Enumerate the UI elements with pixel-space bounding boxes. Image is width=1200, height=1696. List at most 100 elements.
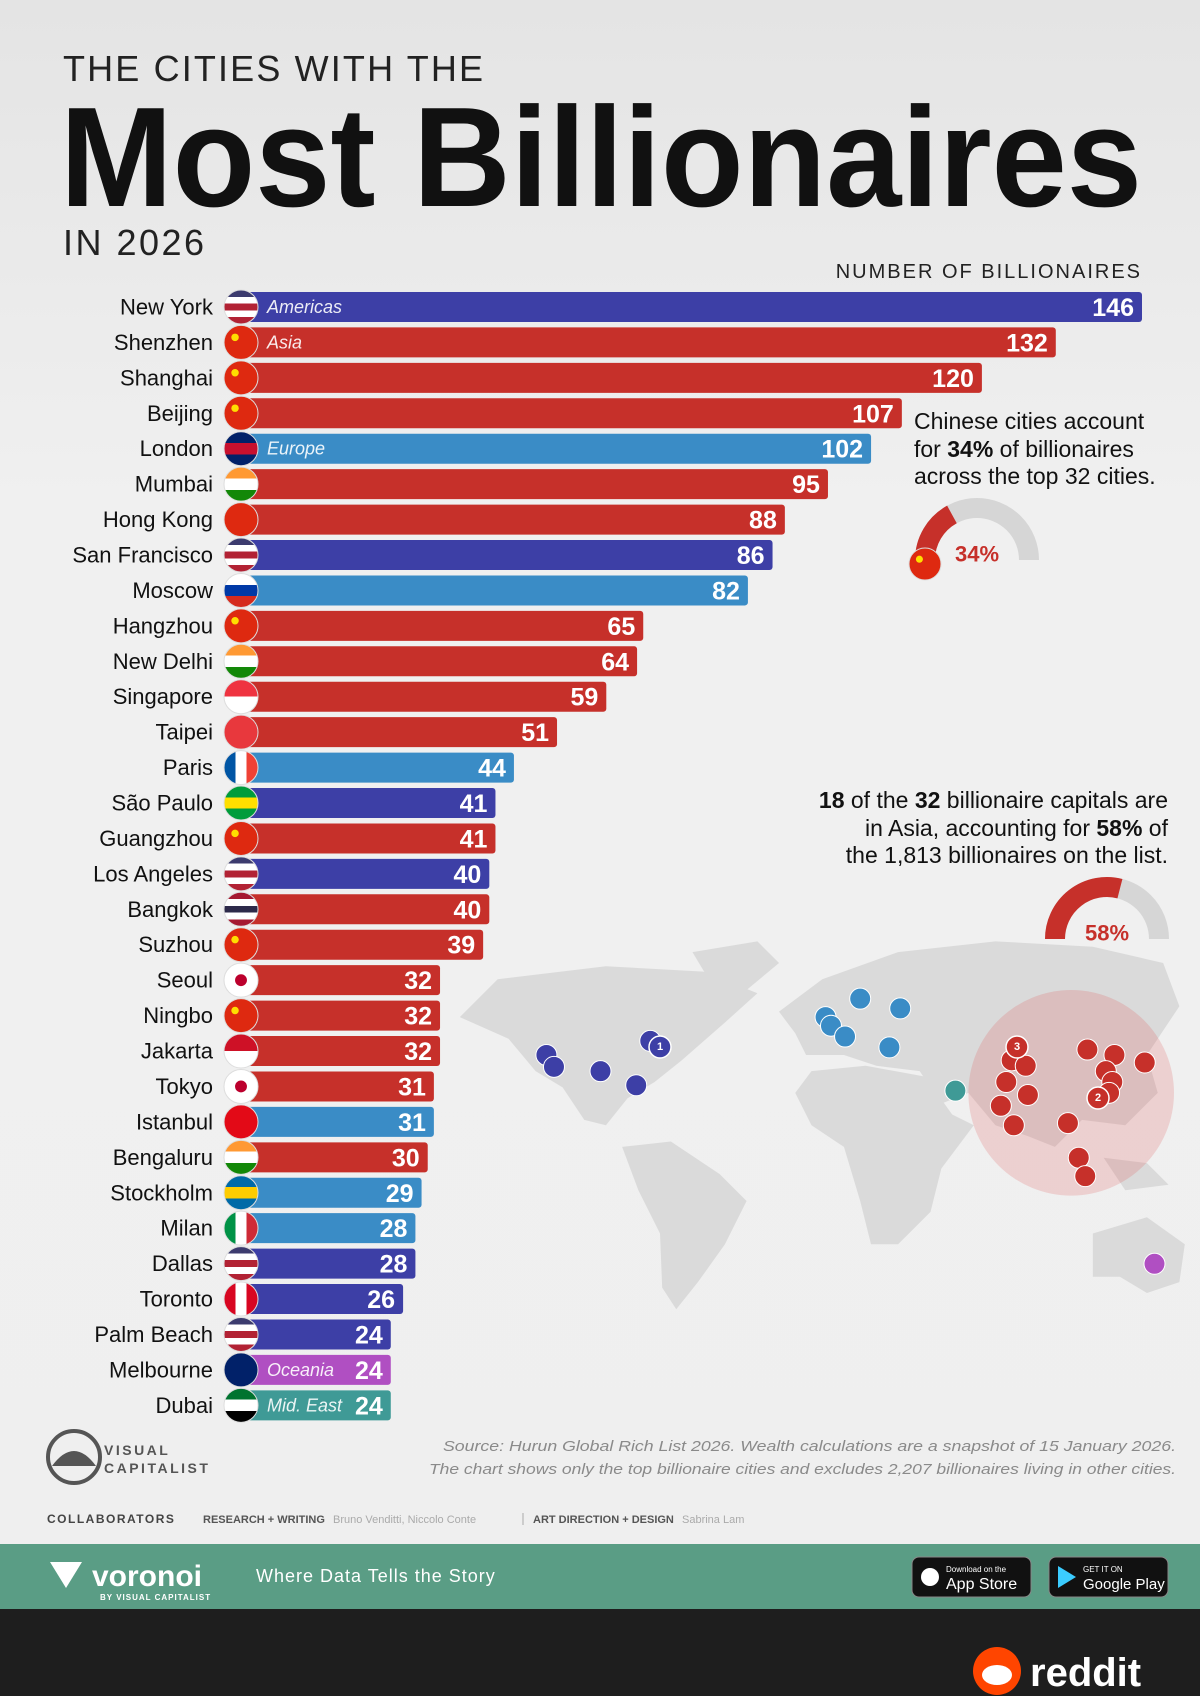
category-label: Ningbo bbox=[143, 1003, 213, 1028]
annotation-text: of billionaires bbox=[993, 435, 1134, 462]
bar bbox=[243, 929, 484, 960]
flag bbox=[223, 856, 259, 892]
world-map bbox=[459, 941, 1185, 1310]
app-big: App Store bbox=[946, 1576, 1017, 1593]
flag bbox=[223, 998, 259, 1034]
value-label: 28 bbox=[380, 1215, 408, 1243]
annotation-text: across the top 32 cities. bbox=[914, 463, 1156, 489]
category-label: Mumbai bbox=[135, 472, 213, 497]
annotation-text: of bbox=[1142, 814, 1168, 841]
region-label: Europe bbox=[267, 439, 325, 459]
category-label: San Francisco bbox=[72, 543, 213, 568]
tagline: Where Data Tells the Story bbox=[256, 1566, 496, 1586]
flag bbox=[223, 324, 259, 360]
gauge-label: 58% bbox=[1085, 921, 1129, 946]
google-play-button[interactable] bbox=[1048, 1556, 1169, 1598]
map-dot bbox=[1067, 1146, 1090, 1169]
map-dot bbox=[995, 1071, 1018, 1093]
axis-label: NUMBER OF BILLIONAIRES bbox=[836, 261, 1142, 283]
value-label: 95 bbox=[792, 471, 820, 499]
cluster-count: 1 bbox=[657, 1041, 663, 1053]
value-label: 88 bbox=[749, 507, 777, 535]
annotation: 18 of the 32 billionaire capitals are in … bbox=[819, 787, 1168, 870]
annotation-line: the 1,813 billionaires on the list. bbox=[819, 842, 1168, 870]
value-label: 82 bbox=[712, 577, 740, 605]
value-label: 51 bbox=[521, 719, 549, 747]
category-label: Hangzhou bbox=[113, 613, 213, 638]
flag bbox=[223, 1210, 259, 1246]
flag-star bbox=[231, 333, 239, 342]
bar bbox=[243, 858, 490, 889]
chart-title: Most Billionaires bbox=[60, 78, 1142, 237]
bar bbox=[243, 1354, 391, 1385]
bar bbox=[243, 1284, 404, 1315]
bar bbox=[243, 752, 514, 783]
value-label: 40 bbox=[453, 896, 481, 924]
value-label: 102 bbox=[821, 436, 863, 464]
map-dots bbox=[535, 987, 1166, 1275]
map-dot bbox=[1076, 1038, 1099, 1061]
brand-text: CAPITALIST bbox=[104, 1460, 210, 1476]
category-label: Istanbul bbox=[136, 1109, 213, 1134]
bar bbox=[243, 1177, 422, 1208]
play-icon bbox=[1058, 1566, 1076, 1588]
flag bbox=[223, 1246, 259, 1282]
bar bbox=[243, 646, 638, 677]
bar bbox=[243, 469, 828, 500]
flag bbox=[223, 1104, 259, 1140]
category-label: Hong Kong bbox=[103, 507, 213, 532]
map-dot bbox=[989, 1094, 1012, 1117]
annotation-text: of the bbox=[844, 787, 915, 813]
category-label: New York bbox=[120, 295, 214, 320]
region-label: Asia bbox=[266, 332, 302, 352]
annotation-text: billionaire capitals are bbox=[940, 787, 1168, 813]
value-label: 64 bbox=[601, 648, 629, 676]
value-label: 44 bbox=[478, 755, 506, 783]
category-label: Shenzhen bbox=[114, 330, 213, 355]
annotation-line: for 34% of billionaires bbox=[914, 436, 1156, 464]
flag bbox=[223, 820, 259, 856]
map-cluster bbox=[648, 1035, 672, 1059]
annotation-line: Chinese cities account bbox=[914, 408, 1156, 436]
gauge-value bbox=[1045, 877, 1123, 940]
value-label: 146 bbox=[1092, 294, 1134, 322]
play-big: Google Play bbox=[1083, 1576, 1165, 1593]
flag bbox=[223, 891, 259, 927]
annotation-text: for bbox=[914, 435, 948, 462]
value-label: 39 bbox=[447, 932, 475, 960]
app-store-button[interactable] bbox=[911, 1556, 1032, 1598]
cluster-count: 2 bbox=[1095, 1092, 1101, 1104]
annotation-line: 18 of the 32 billionaire capitals are bbox=[819, 787, 1168, 815]
map-dot bbox=[889, 997, 912, 1020]
bar bbox=[243, 823, 496, 854]
value-label: 31 bbox=[398, 1109, 426, 1137]
cluster-count: 3 bbox=[1014, 1041, 1020, 1053]
bar bbox=[243, 433, 872, 464]
category-label: Guangzhou bbox=[99, 826, 213, 851]
category-label: Shanghai bbox=[120, 365, 213, 390]
brand-text: VISUAL bbox=[104, 1442, 170, 1458]
credits-role: ART DIRECTION + DESIGN bbox=[533, 1514, 674, 1526]
bar bbox=[243, 362, 982, 393]
map-dot bbox=[1002, 1114, 1025, 1137]
category-label: Paris bbox=[163, 755, 213, 780]
flag-star bbox=[231, 369, 239, 377]
voronoi-logo: voronoi bbox=[92, 1560, 202, 1593]
flag bbox=[908, 547, 942, 581]
value-label: 120 bbox=[932, 365, 974, 393]
annotation-text: 32 bbox=[914, 787, 941, 813]
annotation-line: across the top 32 cities. bbox=[914, 463, 1156, 491]
flag-disc bbox=[235, 974, 247, 987]
subtitle: IN 2026 bbox=[63, 222, 208, 263]
region-label: Oceania bbox=[267, 1360, 334, 1380]
category-label: Dubai bbox=[156, 1393, 213, 1418]
bottom-band bbox=[0, 1609, 1200, 1696]
map-dot bbox=[834, 1025, 857, 1048]
flag bbox=[223, 679, 259, 715]
map-dot bbox=[1056, 1112, 1079, 1135]
flag bbox=[223, 395, 259, 431]
flag bbox=[223, 360, 259, 396]
value-label: 32 bbox=[404, 1003, 432, 1031]
category-label: Toronto bbox=[140, 1287, 213, 1312]
bar bbox=[243, 1000, 441, 1031]
